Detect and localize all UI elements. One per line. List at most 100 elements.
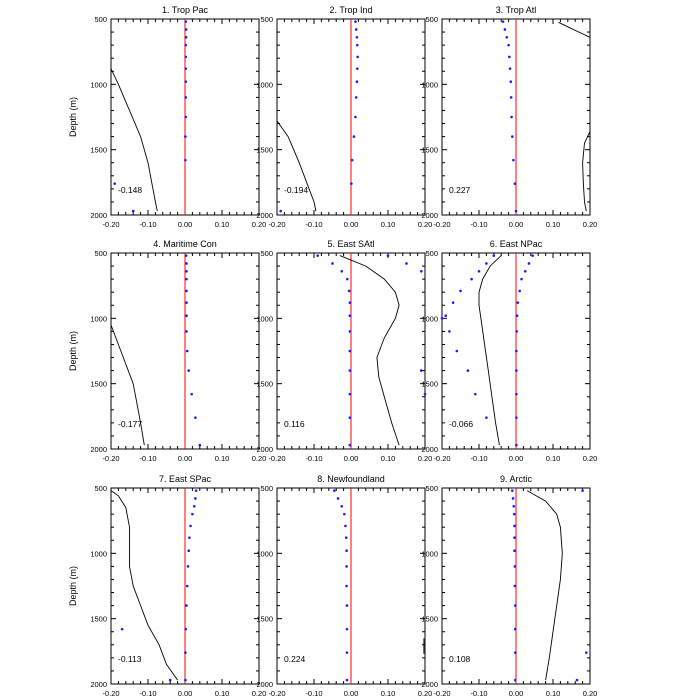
- value-label: -0.177: [118, 419, 142, 429]
- y-tick-label: 1000: [256, 314, 273, 323]
- data-point: [516, 301, 520, 304]
- y-tick-label: 1500: [421, 615, 438, 624]
- x-tick-label: 0.20: [418, 454, 433, 463]
- y-tick-label: 2000: [421, 680, 438, 689]
- data-point: [514, 209, 518, 213]
- data-point: [184, 67, 188, 70]
- data-point: [198, 443, 202, 447]
- x-tick-label: -0.20: [433, 689, 450, 698]
- x-tick-label: 0.10: [381, 220, 396, 229]
- x-tick-label: 0.10: [546, 220, 561, 229]
- data-point: [515, 330, 519, 333]
- x-tick-label: 0.00: [509, 689, 524, 698]
- panel-title: 4. Maritime Con: [153, 239, 217, 249]
- x-tick-label: -0.10: [305, 454, 322, 463]
- x-tick-label: 0.20: [252, 689, 267, 698]
- data-point: [477, 269, 481, 273]
- data-point: [345, 651, 349, 654]
- data-point: [345, 627, 349, 631]
- data-point: [527, 262, 531, 265]
- data-point: [185, 584, 189, 588]
- series-line: [558, 21, 591, 38]
- x-tick-label: 0.20: [583, 689, 598, 698]
- y-tick-label: 1000: [421, 549, 438, 558]
- data-point: [470, 277, 473, 281]
- data-point: [348, 349, 352, 353]
- panel-9: 9. Arctic -0.20 -0.10 0.00 0.10 0.20 500 1000 15…: [421, 474, 597, 698]
- y-tick-label: 2000: [256, 445, 273, 454]
- data-point: [184, 80, 188, 84]
- x-tick-label: -0.10: [470, 454, 487, 463]
- data-point: [420, 269, 423, 273]
- data-point: [503, 28, 507, 31]
- data-point: [186, 565, 190, 568]
- panel-7: 7. East SPac -0.20 -0.10 0.00 0.10 0.20 500 100…: [68, 474, 266, 698]
- panel-title: 3. Trop Atl: [496, 5, 537, 15]
- data-point: [184, 35, 188, 39]
- data-point: [440, 317, 444, 320]
- x-tick-label: -0.10: [305, 220, 322, 229]
- data-point: [189, 524, 192, 528]
- x-tick-label: 0.00: [509, 220, 524, 229]
- data-point: [492, 254, 496, 257]
- data-point: [420, 369, 423, 372]
- data-point: [185, 301, 188, 304]
- x-tick-label: 0.00: [178, 454, 193, 463]
- data-point: [513, 604, 517, 607]
- data-point: [354, 28, 358, 31]
- y-tick-label: 2000: [90, 445, 107, 454]
- data-point: [444, 314, 448, 318]
- data-point: [184, 20, 188, 23]
- x-tick-label: -0.20: [268, 220, 285, 229]
- data-point: [344, 536, 348, 539]
- panel-title: 9. Arctic: [500, 474, 533, 484]
- y-tick-label: 2000: [256, 211, 273, 220]
- data-point: [354, 20, 357, 23]
- series-line: [526, 490, 563, 681]
- data-point: [355, 43, 359, 47]
- data-point: [466, 369, 470, 372]
- y-tick-label: 2000: [256, 680, 273, 689]
- data-point: [575, 678, 579, 682]
- data-point: [279, 209, 283, 213]
- x-tick-label: -0.10: [305, 689, 322, 698]
- data-point: [515, 392, 518, 396]
- x-tick-label: 0.00: [178, 689, 193, 698]
- y-tick-label: 1500: [90, 380, 107, 389]
- data-point: [191, 512, 194, 516]
- y-tick-label: 1000: [421, 314, 438, 323]
- data-point: [513, 524, 516, 528]
- data-point: [184, 651, 187, 654]
- y-tick-label: 1000: [256, 80, 273, 89]
- data-point: [485, 262, 488, 265]
- x-tick-label: 0.10: [381, 689, 396, 698]
- x-tick-label: -0.10: [470, 689, 487, 698]
- data-point: [185, 604, 188, 607]
- data-point: [515, 314, 519, 318]
- data-point: [523, 269, 527, 273]
- x-tick-label: -0.10: [139, 454, 156, 463]
- data-point: [333, 489, 336, 492]
- data-point: [512, 512, 516, 516]
- x-tick-label: -0.20: [268, 454, 285, 463]
- data-point: [345, 678, 349, 682]
- data-point: [185, 269, 188, 273]
- x-tick-label: -0.20: [433, 220, 450, 229]
- y-tick-label: 500: [260, 249, 273, 258]
- data-point: [184, 55, 188, 59]
- data-point: [131, 209, 135, 213]
- data-point: [348, 314, 352, 318]
- x-tick-label: -0.10: [139, 220, 156, 229]
- x-tick-label: -0.20: [102, 689, 119, 698]
- y-tick-label: 1500: [256, 146, 273, 155]
- y-axis-label: Depth (m): [68, 566, 78, 606]
- x-tick-label: 0.20: [252, 454, 267, 463]
- value-label: -0.113: [118, 654, 142, 664]
- y-tick-label: 1000: [256, 549, 273, 558]
- x-tick-label: 0.10: [546, 454, 561, 463]
- data-point: [185, 314, 188, 318]
- data-point: [194, 497, 197, 500]
- data-point: [187, 369, 190, 372]
- data-point: [345, 549, 348, 553]
- data-point: [345, 604, 349, 607]
